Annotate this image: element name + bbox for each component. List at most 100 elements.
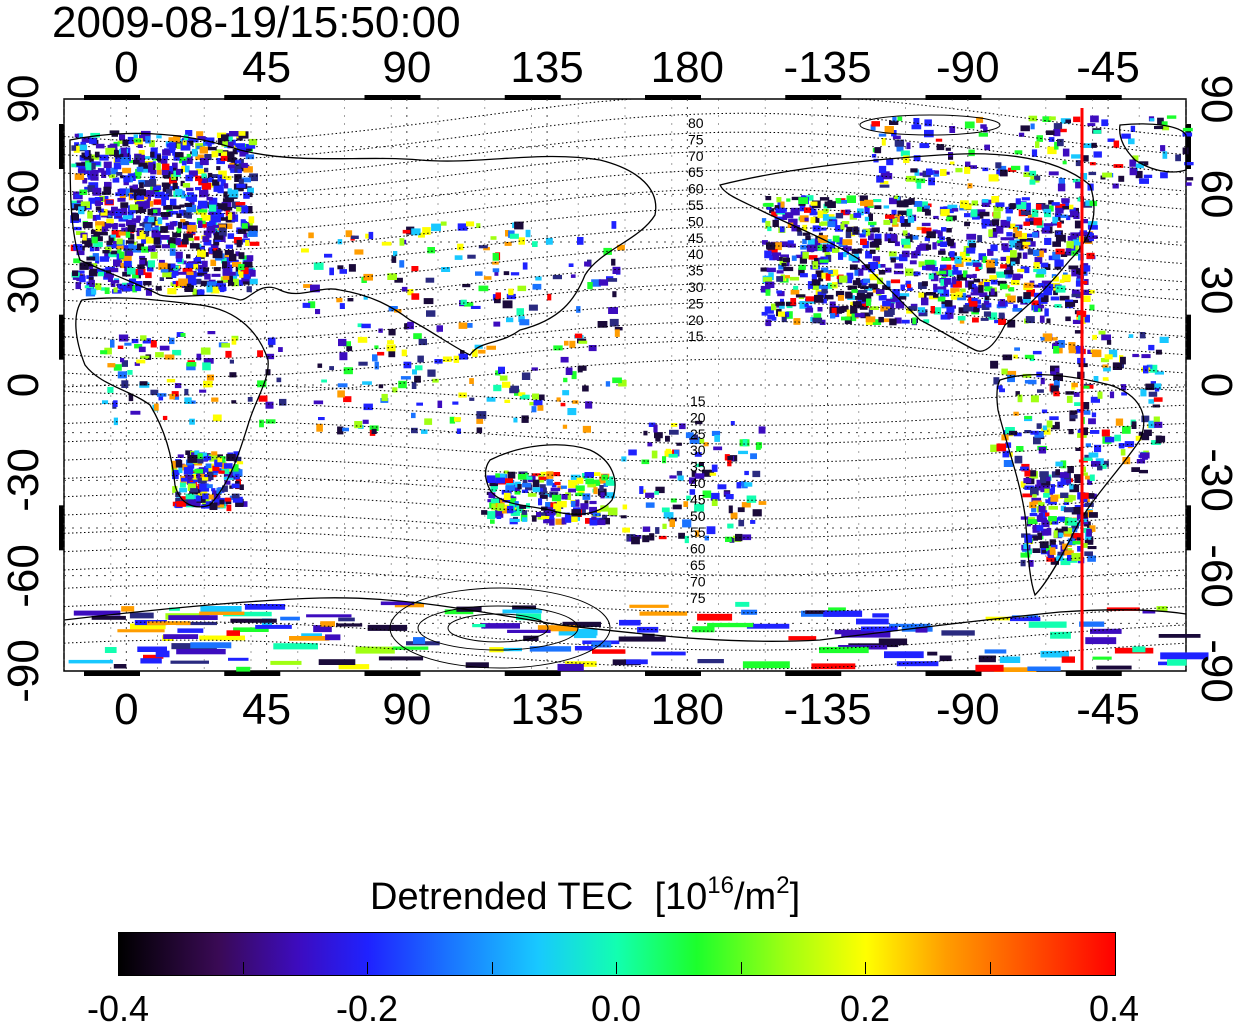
tec-cell — [165, 269, 173, 275]
tec-cell — [805, 610, 838, 614]
tec-cell — [72, 212, 79, 221]
tec-cell — [851, 289, 858, 293]
tec-cell — [899, 216, 905, 223]
tec-cell — [98, 231, 108, 236]
tec-cell — [458, 322, 468, 329]
tec-cell — [938, 270, 947, 275]
tec-cell — [787, 240, 794, 247]
tec-cell — [626, 534, 636, 542]
tec-cell — [1096, 665, 1132, 670]
tec-cell — [197, 457, 204, 464]
tec-cell — [509, 518, 520, 522]
tec-cell — [97, 168, 105, 173]
tec-cell — [201, 175, 207, 184]
frame-tick-bar — [364, 671, 421, 676]
tec-cell — [460, 350, 465, 356]
tec-cell — [538, 498, 543, 506]
tec-cell — [1033, 217, 1043, 226]
tec-cell — [868, 307, 873, 315]
tec-cell — [642, 526, 651, 532]
tec-cell — [813, 216, 820, 223]
tec-cell — [940, 209, 950, 217]
tec-cell — [502, 300, 513, 309]
tec-cell — [954, 256, 962, 264]
tec-cell — [864, 199, 874, 207]
tec-cell — [795, 254, 806, 259]
tec-cell — [926, 231, 936, 239]
tec-cell — [1112, 362, 1122, 370]
tec-cell — [1053, 373, 1063, 381]
tec-cell — [1026, 241, 1036, 247]
tec-cell — [1005, 293, 1011, 298]
tec-cell — [911, 235, 919, 240]
tec-cell — [497, 503, 505, 512]
tec-cell — [543, 516, 553, 524]
tec-cell — [1020, 552, 1031, 558]
tec-cell — [117, 629, 165, 633]
tec-cell — [126, 251, 134, 256]
mag-lat-contour — [63, 402, 1185, 426]
tec-cell — [1156, 606, 1168, 612]
tec-cell — [411, 382, 417, 389]
tec-cell — [976, 116, 984, 123]
tec-cell — [1062, 206, 1071, 210]
tec-cell — [221, 134, 230, 142]
mag-lat-contour — [63, 603, 1185, 632]
tec-cell — [128, 234, 135, 240]
tec-cell — [890, 233, 897, 242]
tec-cell — [1093, 129, 1102, 134]
tec-cell — [1066, 479, 1071, 484]
tec-cell — [411, 266, 419, 272]
tec-cell — [1005, 206, 1013, 214]
tec-cell — [104, 252, 110, 259]
tec-cell — [895, 301, 905, 309]
tec-cell — [851, 248, 858, 254]
tec-cell — [337, 426, 344, 435]
tec-cell — [609, 318, 619, 327]
tec-cell — [337, 239, 343, 245]
tec-cell — [198, 180, 205, 186]
tec-cell — [77, 168, 86, 173]
tec-cell — [1030, 430, 1039, 435]
tec-cell — [122, 271, 131, 277]
tec-cell — [1055, 208, 1064, 214]
tec-cell — [1002, 450, 1010, 458]
tec-cell — [197, 136, 206, 140]
tec-cell — [488, 492, 496, 499]
tec-cell — [518, 237, 525, 245]
tec-cell — [119, 251, 125, 259]
tec-cell — [990, 360, 999, 369]
tec-cell — [202, 267, 209, 272]
tec-cell — [212, 224, 219, 228]
tec-cell — [807, 238, 815, 245]
tec-cell — [921, 227, 932, 234]
tec-cell — [249, 241, 260, 246]
tec-cell — [255, 624, 292, 629]
tec-cell — [487, 511, 496, 519]
tec-cell — [1003, 460, 1013, 467]
tec-cell — [910, 168, 918, 173]
tec-cell — [1007, 374, 1015, 383]
tec-cell — [245, 240, 250, 246]
tec-cell — [769, 208, 775, 214]
tec-cell — [1053, 276, 1059, 282]
tec-cell — [242, 177, 251, 183]
tec-cell — [140, 166, 149, 173]
tec-cell — [902, 250, 910, 258]
tec-cell — [970, 209, 978, 217]
tec-cell — [159, 345, 170, 351]
tec-cell — [933, 215, 939, 219]
contour-label-north: 25 — [688, 295, 704, 311]
tec-cell — [518, 316, 525, 322]
tec-cell — [828, 216, 837, 220]
tec-cell — [1023, 292, 1031, 299]
tec-cell — [589, 518, 598, 526]
tec-cell — [320, 621, 335, 627]
lat-tick-label: -90 — [0, 639, 48, 703]
tec-cell — [118, 334, 129, 342]
tec-cell — [378, 384, 384, 389]
tec-cell — [108, 251, 118, 258]
tec-cell — [1039, 541, 1049, 549]
tec-cell — [71, 163, 77, 168]
tec-cell — [98, 271, 105, 277]
